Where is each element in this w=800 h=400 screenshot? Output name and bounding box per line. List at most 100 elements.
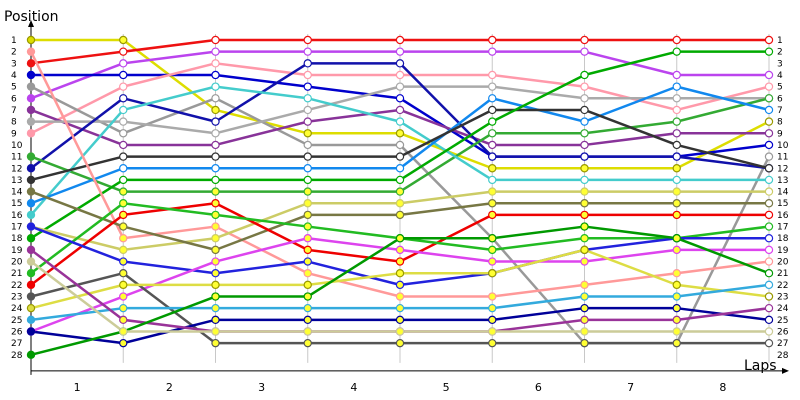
data-point [211, 292, 220, 301]
right-tick-label: 2 [777, 48, 783, 58]
data-point [764, 187, 774, 196]
data-point [26, 105, 36, 115]
right-tick-label: 15 [777, 199, 788, 209]
data-point [303, 129, 312, 138]
data-point [395, 210, 405, 220]
data-point [672, 269, 681, 278]
right-tick-label: 13 [777, 176, 788, 186]
x-tick-label: 8 [719, 381, 726, 394]
right-tick-label: 22 [777, 281, 788, 291]
x-tick-label: 3 [258, 381, 265, 394]
data-point [303, 59, 312, 68]
data-point [211, 327, 220, 336]
data-point [211, 280, 220, 290]
data-point [211, 315, 220, 325]
right-tick-label: 25 [777, 316, 788, 326]
y-tick-label: 1 [11, 36, 17, 46]
data-point [395, 152, 405, 161]
data-point [26, 117, 36, 126]
data-point [26, 350, 36, 360]
right-tick-label: 6 [777, 94, 783, 104]
data-point [395, 105, 405, 115]
data-point [211, 245, 220, 255]
data-point [672, 292, 681, 301]
data-point [488, 199, 497, 208]
data-point [26, 280, 36, 290]
data-point [672, 105, 681, 115]
data-point [303, 257, 312, 266]
data-point [303, 222, 312, 231]
right-tick-label: 12 [777, 164, 788, 174]
right-tick-label: 18 [777, 234, 789, 244]
data-point [303, 234, 312, 243]
data-point [119, 59, 128, 68]
data-point [26, 70, 36, 80]
data-point [119, 292, 128, 301]
y-tick-label: 23 [11, 293, 22, 303]
data-point [764, 234, 774, 243]
data-point [488, 175, 497, 185]
data-point [488, 315, 497, 325]
y-tick-label: 6 [11, 94, 17, 104]
data-point [580, 222, 589, 231]
data-point [211, 338, 220, 348]
y-axis-title: Position [4, 9, 59, 25]
data-point [303, 152, 312, 161]
data-point [26, 199, 36, 208]
data-point [764, 245, 774, 255]
data-point [26, 35, 36, 45]
x-tick-label: 7 [627, 381, 634, 394]
data-point [119, 164, 128, 173]
data-point [488, 187, 497, 196]
data-point [211, 140, 220, 150]
data-point [764, 292, 774, 301]
y-tick-label: 9 [11, 129, 17, 139]
data-point [119, 94, 128, 103]
data-point [211, 210, 220, 220]
data-point [303, 164, 312, 173]
data-point [764, 175, 774, 185]
data-point [119, 338, 128, 348]
data-point [395, 70, 405, 80]
data-point [580, 292, 589, 301]
data-point [395, 35, 405, 45]
data-point [303, 338, 312, 348]
data-point [764, 303, 774, 313]
data-point [211, 222, 220, 231]
data-point [764, 315, 774, 325]
data-point [395, 94, 405, 103]
x-tick-label: 1 [74, 381, 81, 394]
data-point [119, 140, 128, 150]
data-point [764, 269, 774, 278]
y-tick-label: 24 [11, 304, 23, 314]
y-tick-label: 4 [11, 71, 17, 81]
data-point [488, 234, 497, 243]
data-point [488, 47, 497, 56]
data-point [672, 164, 681, 173]
data-point [119, 35, 128, 45]
data-point [395, 82, 405, 91]
data-point [395, 129, 405, 138]
data-point [303, 117, 312, 126]
data-point [395, 327, 405, 336]
data-point [26, 164, 36, 173]
y-tick-label: 17 [11, 223, 22, 233]
data-point [580, 303, 589, 313]
data-point [26, 327, 36, 336]
data-point [303, 70, 312, 80]
x-tick-label: 5 [443, 381, 450, 394]
data-point [580, 257, 589, 266]
right-tick-label: 9 [777, 129, 783, 139]
y-tick-label: 28 [11, 351, 23, 361]
data-point [672, 245, 681, 255]
right-tick-label: 14 [777, 188, 789, 198]
data-point [119, 269, 128, 278]
data-point [672, 303, 681, 313]
data-point [580, 117, 589, 126]
data-point [764, 199, 774, 208]
data-point [395, 315, 405, 325]
data-point [395, 187, 405, 196]
data-point [764, 280, 774, 290]
data-point [26, 234, 36, 243]
data-point [580, 129, 589, 138]
